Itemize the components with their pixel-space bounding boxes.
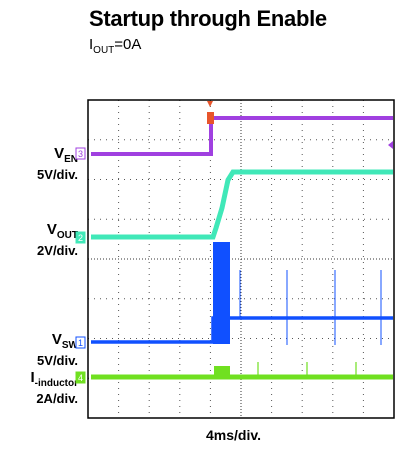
trace-iinductor xyxy=(91,362,393,380)
marker-ch4: 4 xyxy=(75,371,86,384)
svg-text:3: 3 xyxy=(78,149,83,159)
svg-text:4: 4 xyxy=(78,373,83,383)
marker-ch3: 3 xyxy=(75,147,86,160)
label-vout: VOUT 2V/div. xyxy=(37,221,78,258)
x-axis-label: 4ms/div. xyxy=(206,427,261,443)
marker-ch1: 1 xyxy=(75,336,86,349)
grid xyxy=(88,100,394,418)
trace-vsw xyxy=(91,242,393,345)
chart-title: Startup through Enable xyxy=(89,6,327,31)
trigger-level-marker xyxy=(388,141,393,149)
trigger-marker xyxy=(207,101,214,124)
label-vsw: VSW 5V/div. xyxy=(37,331,78,368)
label-iinductor: I-inductor 2A/div. xyxy=(30,369,79,406)
plot-frame xyxy=(87,99,395,419)
svg-text:2: 2 xyxy=(78,233,83,243)
label-ven: VEN 5V/div. xyxy=(37,145,78,182)
marker-ch2: 2 xyxy=(75,231,86,244)
svg-text:1: 1 xyxy=(78,338,83,348)
chart-subtitle: IOUT=0A xyxy=(89,36,142,56)
vsw-switching-burst xyxy=(213,242,230,344)
iinductor-burst xyxy=(214,366,230,377)
trace-vout xyxy=(91,169,393,240)
trace-ven xyxy=(91,116,393,156)
